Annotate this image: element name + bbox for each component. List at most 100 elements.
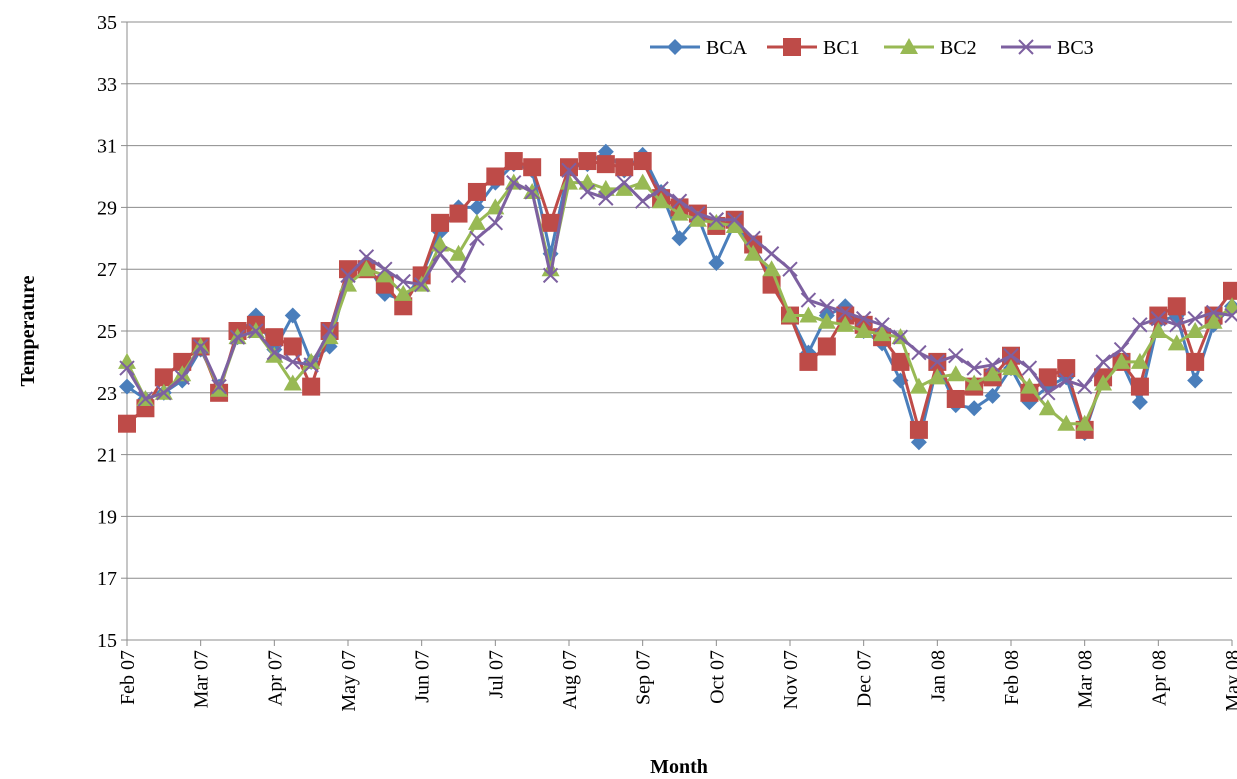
marker <box>745 230 761 247</box>
marker <box>303 357 319 373</box>
marker <box>667 39 683 55</box>
marker <box>1021 360 1038 376</box>
marker <box>449 244 468 261</box>
marker <box>966 360 982 376</box>
marker <box>542 267 559 284</box>
marker <box>119 360 135 376</box>
marker <box>653 181 669 197</box>
marker <box>1205 304 1222 321</box>
legend-label: BC2 <box>940 37 977 59</box>
marker <box>983 365 1002 382</box>
marker <box>984 387 1001 404</box>
marker <box>432 246 448 262</box>
y-axis-label: Temperature <box>17 275 39 386</box>
marker <box>873 325 892 342</box>
marker <box>854 322 873 338</box>
marker <box>431 213 450 232</box>
marker <box>909 377 928 394</box>
marker <box>708 212 725 228</box>
x-tick-label: May 07 <box>338 650 360 712</box>
marker <box>173 365 192 382</box>
marker <box>266 344 283 361</box>
marker <box>156 385 172 401</box>
marker <box>688 210 707 227</box>
y-tick-label: 35 <box>97 12 117 34</box>
marker <box>800 292 817 308</box>
marker <box>596 155 615 174</box>
marker <box>1167 334 1186 351</box>
marker <box>1057 414 1076 431</box>
marker <box>449 204 468 223</box>
marker <box>174 369 190 386</box>
marker <box>377 261 393 277</box>
marker <box>1002 359 1020 376</box>
marker <box>119 378 135 395</box>
marker <box>229 329 246 345</box>
marker <box>652 192 671 209</box>
marker <box>450 267 467 284</box>
y-tick-label: 21 <box>97 445 117 467</box>
marker <box>615 158 634 177</box>
series <box>119 162 1237 407</box>
x-tick-label: Feb 07 <box>117 650 139 705</box>
marker <box>671 193 688 209</box>
marker <box>725 216 744 233</box>
marker <box>395 273 411 290</box>
marker <box>1075 414 1094 431</box>
marker <box>799 306 818 323</box>
marker <box>727 212 743 228</box>
marker <box>782 261 798 277</box>
series-line <box>126 149 1234 449</box>
marker <box>783 38 801 56</box>
marker <box>598 190 614 206</box>
marker <box>506 174 522 191</box>
marker <box>1204 312 1223 329</box>
marker <box>1130 352 1149 369</box>
marker <box>984 357 1001 373</box>
marker <box>1112 352 1131 369</box>
marker <box>358 249 375 265</box>
marker <box>541 213 560 232</box>
marker <box>1018 39 1034 55</box>
marker <box>596 179 615 196</box>
marker <box>375 266 394 283</box>
marker <box>837 304 853 321</box>
marker <box>633 152 652 171</box>
marker <box>504 152 523 171</box>
y-tick-label: 17 <box>97 568 117 590</box>
marker <box>285 354 301 370</box>
marker <box>1223 281 1237 300</box>
marker <box>633 173 652 190</box>
marker <box>965 374 984 391</box>
marker <box>1003 348 1019 364</box>
marker <box>891 352 910 371</box>
marker <box>892 329 909 345</box>
x-tick-label: Mar 08 <box>1075 650 1097 708</box>
marker <box>1038 399 1057 416</box>
marker <box>781 306 799 323</box>
marker <box>744 244 763 261</box>
marker <box>817 337 836 356</box>
marker <box>1150 310 1167 327</box>
marker <box>394 284 413 301</box>
marker <box>284 307 301 324</box>
marker <box>966 400 983 417</box>
legend-label: BC1 <box>823 37 860 59</box>
marker <box>560 158 578 177</box>
marker <box>855 310 872 327</box>
series <box>119 143 1237 451</box>
marker <box>1094 374 1113 391</box>
y-tick-label: 27 <box>97 259 117 281</box>
marker <box>1057 359 1076 378</box>
x-tick-label: May 08 <box>1222 650 1237 712</box>
marker <box>836 315 855 332</box>
marker <box>154 368 173 387</box>
x-tick-label: Aug 07 <box>559 650 581 709</box>
marker <box>248 323 264 339</box>
marker <box>137 391 154 407</box>
marker <box>634 193 651 209</box>
y-tick-label: 23 <box>97 383 117 405</box>
marker <box>946 365 965 382</box>
marker <box>1187 310 1203 327</box>
